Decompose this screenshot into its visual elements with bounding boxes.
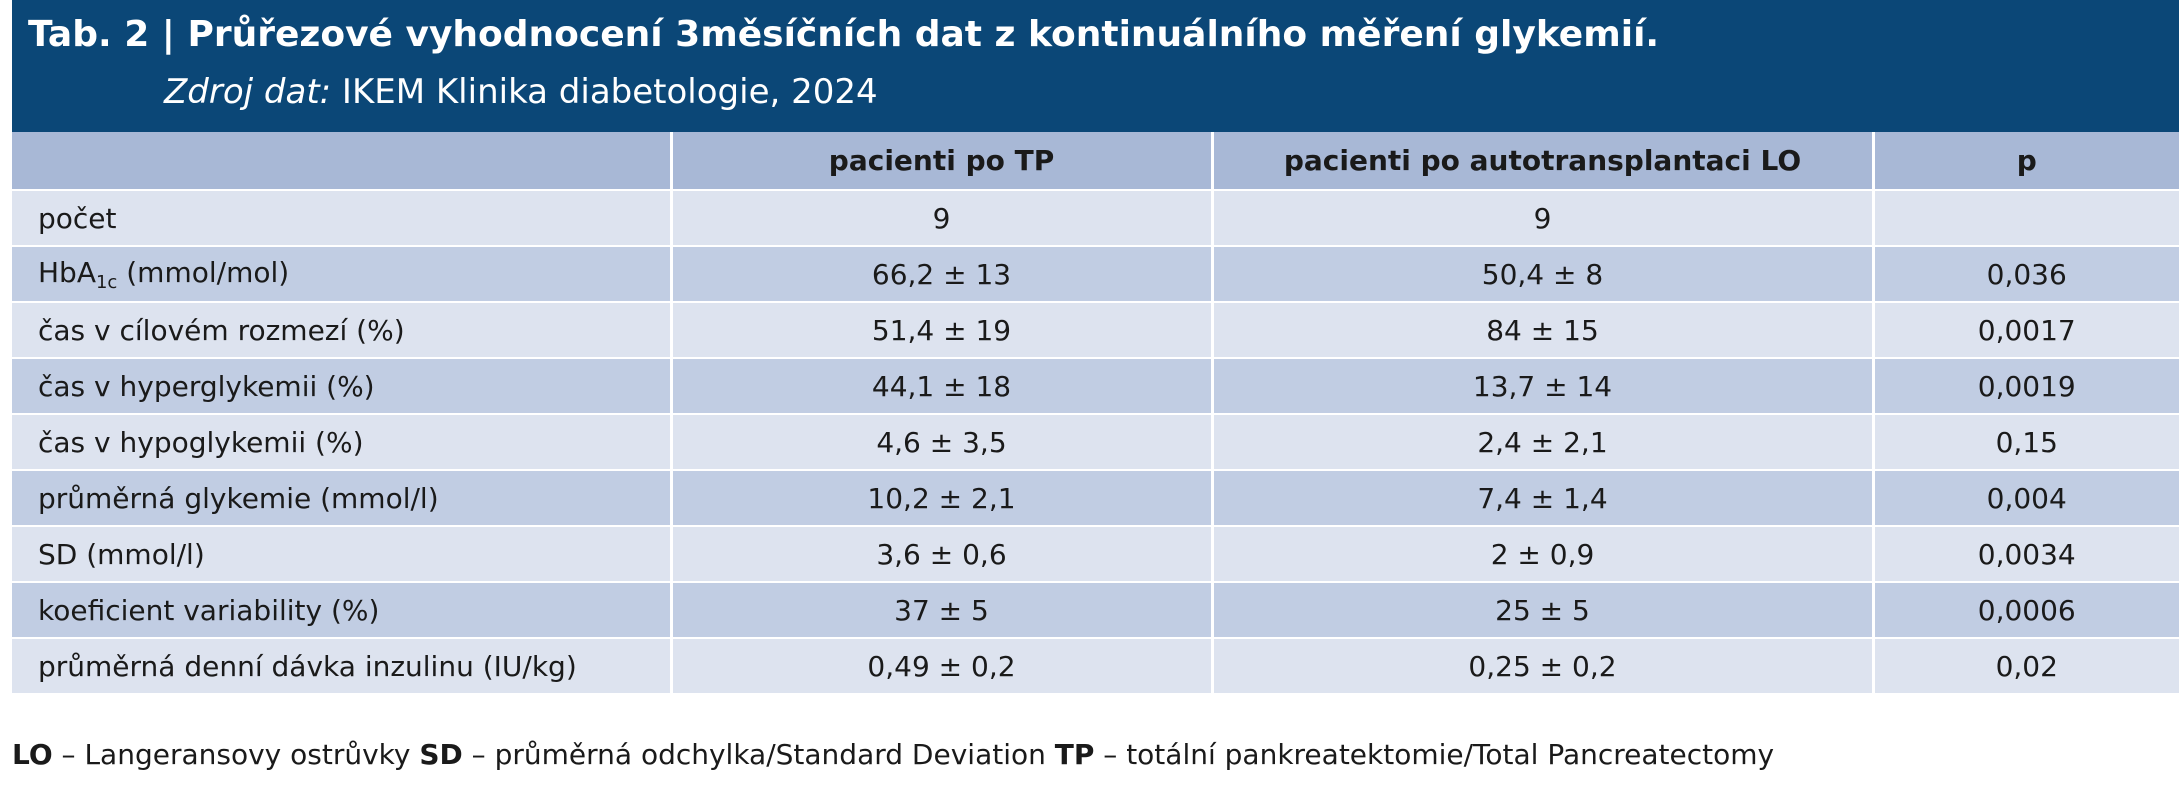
cell-p: 0,02 xyxy=(1873,638,2179,695)
cell-lo: 0,25 ± 0,2 xyxy=(1212,638,1875,695)
row-label: čas v hyperglykemii (%) xyxy=(12,358,673,415)
table-row: čas v hypoglykemii (%) 4,6 ± 3,5 2,4 ± 2… xyxy=(12,414,2179,471)
cell-p: 0,036 xyxy=(1873,246,2179,303)
cell-tp: 3,6 ± 0,6 xyxy=(671,526,1214,583)
data-source-line: Zdroj dat: IKEM Klinika diabetologie, 20… xyxy=(164,72,878,112)
abbr-sd-text: – průměrná odchylka/Standard Deviation xyxy=(462,738,1055,771)
table-row: SD (mmol/l) 3,6 ± 0,6 2 ± 0,9 0,0034 xyxy=(12,526,2179,583)
cell-lo: 2 ± 0,9 xyxy=(1212,526,1875,583)
row-label: průměrná glykemie (mmol/l) xyxy=(12,470,673,527)
cell-tp: 44,1 ± 18 xyxy=(671,358,1214,415)
abbr-sd: SD xyxy=(419,738,463,771)
table-row: čas v hyperglykemii (%) 44,1 ± 18 13,7 ±… xyxy=(12,358,2179,415)
cell-tp: 9 xyxy=(671,190,1214,247)
cell-p xyxy=(1873,190,2179,247)
abbr-tp-text: – totální pankreatektomie/Total Pancreat… xyxy=(1094,738,1775,771)
cell-tp: 66,2 ± 13 xyxy=(671,246,1214,303)
table-row: čas v cílovém rozmezí (%) 51,4 ± 19 84 ±… xyxy=(12,302,2179,359)
abbreviations-footnote: LO – Langeransovy ostrůvky SD – průměrná… xyxy=(12,738,1774,771)
abbr-lo-text: – Langeransovy ostrůvky xyxy=(52,738,420,771)
table-row: průměrná denní dávka inzulinu (IU/kg) 0,… xyxy=(12,638,2179,695)
row-label: čas v cílovém rozmezí (%) xyxy=(12,302,673,359)
cell-p: 0,0006 xyxy=(1873,582,2179,639)
cell-p: 0,15 xyxy=(1873,414,2179,471)
glycemia-data-table: pacienti po TP pacienti po autotransplan… xyxy=(12,132,2179,695)
table-row: HbA1c (mmol/mol) 66,2 ± 13 50,4 ± 8 0,03… xyxy=(12,246,2179,303)
cell-lo: 9 xyxy=(1212,190,1875,247)
table-row: počet 9 9 xyxy=(12,190,2179,247)
cell-lo: 25 ± 5 xyxy=(1212,582,1875,639)
column-header-p: p xyxy=(1873,132,2179,191)
table-title: Tab. 2 | Průřezové vyhodnocení 3měsíčníc… xyxy=(28,14,1660,55)
row-label-unit: (mmol/mol) xyxy=(117,255,290,289)
table-header-row: pacienti po TP pacienti po autotransplan… xyxy=(12,132,2179,191)
cell-p: 0,0019 xyxy=(1873,358,2179,415)
table-caption-banner: Tab. 2 | Průřezové vyhodnocení 3měsíčníc… xyxy=(12,0,2179,132)
row-label: SD (mmol/l) xyxy=(12,526,673,583)
column-header-lo: pacienti po autotransplantaci LO xyxy=(1212,132,1875,191)
data-source-label: Zdroj dat: xyxy=(164,72,332,112)
cell-lo: 13,7 ± 14 xyxy=(1212,358,1875,415)
cell-lo: 7,4 ± 1,4 xyxy=(1212,470,1875,527)
cell-lo: 84 ± 15 xyxy=(1212,302,1875,359)
row-label: průměrná denní dávka inzulinu (IU/kg) xyxy=(12,638,673,695)
cell-tp: 51,4 ± 19 xyxy=(671,302,1214,359)
abbr-lo: LO xyxy=(12,738,53,771)
cell-tp: 10,2 ± 2,1 xyxy=(671,470,1214,527)
cell-tp: 37 ± 5 xyxy=(671,582,1214,639)
abbr-tp: TP xyxy=(1054,738,1095,771)
row-label: HbA1c (mmol/mol) xyxy=(12,246,673,303)
column-header-tp: pacienti po TP xyxy=(671,132,1214,191)
cell-lo: 50,4 ± 8 xyxy=(1212,246,1875,303)
cell-lo: 2,4 ± 2,1 xyxy=(1212,414,1875,471)
cell-p: 0,0034 xyxy=(1873,526,2179,583)
row-label-subscript: 1c xyxy=(95,271,118,293)
table-row: průměrná glykemie (mmol/l) 10,2 ± 2,1 7,… xyxy=(12,470,2179,527)
cell-p: 0,004 xyxy=(1873,470,2179,527)
data-source-text: IKEM Klinika diabetologie, 2024 xyxy=(331,72,878,112)
cell-tp: 0,49 ± 0,2 xyxy=(671,638,1214,695)
row-label: čas v hypoglykemii (%) xyxy=(12,414,673,471)
row-label-main: HbA xyxy=(38,255,96,289)
column-header-parameter xyxy=(12,132,673,191)
table-row: koeficient variability (%) 37 ± 5 25 ± 5… xyxy=(12,582,2179,639)
cell-p: 0,0017 xyxy=(1873,302,2179,359)
row-label: počet xyxy=(12,190,673,247)
cell-tp: 4,6 ± 3,5 xyxy=(671,414,1214,471)
row-label: koeficient variability (%) xyxy=(12,582,673,639)
